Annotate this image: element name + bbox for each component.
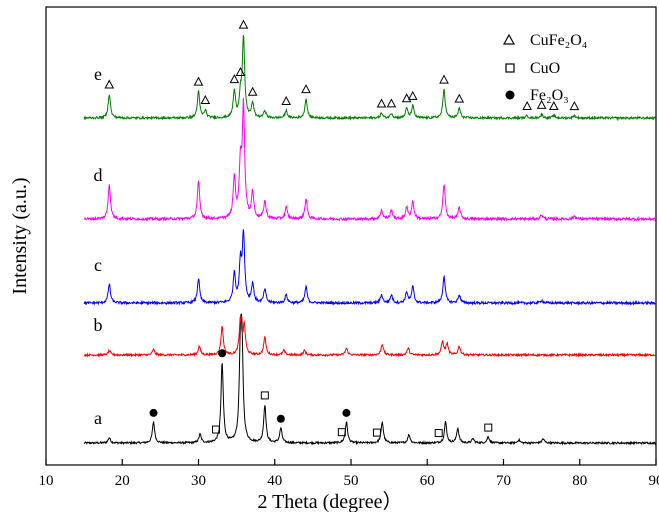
marker-a-square-open-8: [434, 429, 443, 438]
trace-a: [83, 313, 657, 446]
x-tick-label-40: 40: [267, 473, 282, 489]
trace-c: [83, 229, 656, 307]
trace-label-c: c: [94, 255, 102, 275]
legend-circle-icon: [505, 90, 515, 100]
marker-a-square-open-4: [212, 425, 221, 434]
marker-e-triangle-open-2: [200, 94, 211, 105]
x-tick-label-50: 50: [344, 473, 359, 489]
marker-a-square-open-9: [484, 423, 493, 432]
plot-frame: [45, 6, 657, 466]
x-axis-ticks: 10 20 30 40 50 60 70 80 90: [39, 459, 659, 489]
marker-e-triangle-open-11: [401, 93, 412, 103]
trace-label-a: a: [94, 408, 102, 428]
x-tick-label-90: 90: [649, 473, 659, 489]
trace-label-d: d: [94, 165, 103, 185]
x-tick-label-10: 10: [39, 473, 54, 489]
marker-e-triangle-open-18: [569, 101, 580, 111]
legend-triangle-icon: [502, 33, 516, 45]
phase-markers: [104, 19, 580, 438]
legend-label-cuo: CuO: [530, 60, 560, 77]
x-tick-label-30: 30: [191, 473, 206, 489]
trace-d: [84, 97, 657, 223]
legend: CuFe₂O₄ CuO Fe₂O₃: [502, 32, 588, 104]
marker-a-circle-filled-2: [276, 414, 285, 423]
marker-e-triangle-open-17: [548, 100, 559, 111]
y-axis-title: Intensity (a.u.): [9, 177, 31, 294]
legend-square-icon: [505, 63, 515, 73]
marker-e-triangle-open-1: [193, 76, 204, 86]
marker-e-triangle-open-14: [454, 93, 465, 103]
marker-e-triangle-open-7: [281, 95, 292, 106]
marker-a-circle-filled-3: [342, 408, 351, 417]
marker-a-circle-filled-1: [218, 349, 227, 358]
marker-a-square-open-6: [337, 428, 346, 437]
marker-a-circle-filled-0: [149, 408, 158, 417]
marker-e-triangle-open-12: [407, 90, 418, 100]
legend-label-fe2o3: Fe₂O₃: [530, 87, 569, 104]
marker-e-triangle-open-5: [238, 19, 249, 29]
marker-e-triangle-open-16: [536, 99, 547, 109]
x-tick-label-60: 60: [420, 473, 435, 489]
marker-a-square-open-7: [372, 428, 381, 437]
marker-e-triangle-open-10: [386, 98, 397, 108]
marker-e-triangle-open-15: [522, 100, 532, 111]
marker-e-triangle-open-13: [439, 74, 449, 84]
diffraction-traces: [83, 35, 657, 446]
trace-b: [83, 315, 656, 358]
marker-e-triangle-open-6: [247, 86, 258, 96]
trace-label-b: b: [94, 315, 103, 335]
x-tick-label-20: 20: [115, 473, 130, 489]
marker-e-triangle-open-3: [229, 74, 240, 84]
marker-e-triangle-open-8: [301, 84, 311, 94]
marker-a-square-open-5: [260, 391, 269, 400]
marker-e-triangle-open-4: [235, 66, 246, 77]
trace-label-e: e: [94, 64, 102, 84]
legend-label-cufe2o4: CuFe₂O₄: [530, 32, 588, 49]
x-tick-label-80: 80: [572, 473, 587, 489]
x-axis-title: 2 Theta (degree）: [257, 490, 402, 512]
trace-e: [83, 35, 657, 122]
x-tick-label-70: 70: [496, 473, 511, 489]
marker-e-triangle-open-0: [104, 79, 115, 89]
marker-e-triangle-open-9: [376, 98, 387, 108]
